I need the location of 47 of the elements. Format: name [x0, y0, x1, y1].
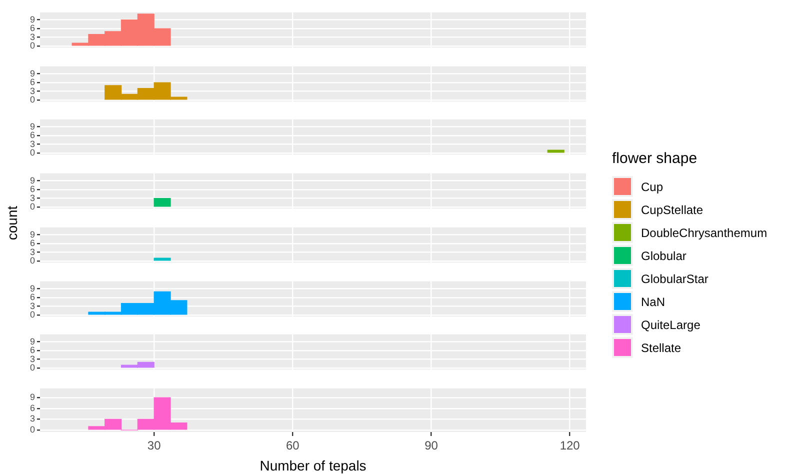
x-tick-label: 120 [560, 438, 580, 452]
y-tick-label: 3 [30, 192, 35, 203]
x-tick-label: 90 [424, 438, 438, 452]
y-tick-label: 9 [30, 229, 35, 240]
y-tick-label: 6 [30, 23, 35, 34]
y-tick-label: 0 [30, 40, 35, 50]
y-tick-label: 0 [30, 94, 35, 104]
x-axis-title: Number of tepals [260, 457, 366, 474]
y-tick-label: 0 [30, 424, 35, 434]
y-tick-label: 3 [30, 139, 35, 150]
legend-label: Cup [641, 180, 664, 194]
legend-title: flower shape [612, 150, 698, 167]
legend-label: DoubleChrysanthemum [641, 226, 768, 240]
y-tick-label: 0 [30, 362, 35, 373]
y-axis-title: count [4, 204, 20, 242]
x-tick-label: 30 [147, 438, 162, 452]
y-tick-label: 3 [30, 300, 35, 310]
legend-label: Stellate [641, 340, 682, 354]
y-tick-label: 0 [30, 255, 35, 266]
y-tick-label: 6 [30, 76, 35, 87]
y-tick-label: 0 [30, 202, 35, 212]
legend-label: QuiteLarge [641, 318, 700, 332]
y-tick-label: 9 [30, 392, 35, 402]
y-tick-label: 3 [30, 246, 35, 257]
y-tick-label: 3 [30, 85, 35, 96]
y-tick-label: 9 [30, 14, 35, 24]
y-tick-label: 3 [30, 354, 35, 364]
y-tick-label: 6 [30, 238, 35, 248]
y-tick-label: 6 [30, 130, 35, 140]
legend-label: Globular [641, 248, 686, 262]
legend-label: CupStellate [641, 202, 704, 216]
y-tick-label: 6 [30, 402, 35, 413]
y-tick-label: 0 [30, 148, 35, 158]
legend-label: GlobularStar [641, 272, 708, 286]
y-tick-label: 6 [30, 184, 35, 194]
y-tick-label: 0 [30, 308, 35, 319]
y-tick-label: 9 [30, 122, 35, 132]
y-tick-label: 9 [30, 68, 35, 78]
x-tick-label: 60 [286, 438, 300, 452]
y-tick-label: 6 [30, 292, 35, 302]
y-tick-label: 9 [30, 336, 35, 346]
y-tick-label: 6 [30, 345, 35, 356]
y-tick-label: 3 [30, 32, 35, 42]
y-tick-label: 9 [30, 175, 35, 186]
y-tick-label: 3 [30, 414, 35, 424]
y-tick-label: 9 [30, 282, 35, 293]
legend-label: NaN [641, 294, 666, 308]
